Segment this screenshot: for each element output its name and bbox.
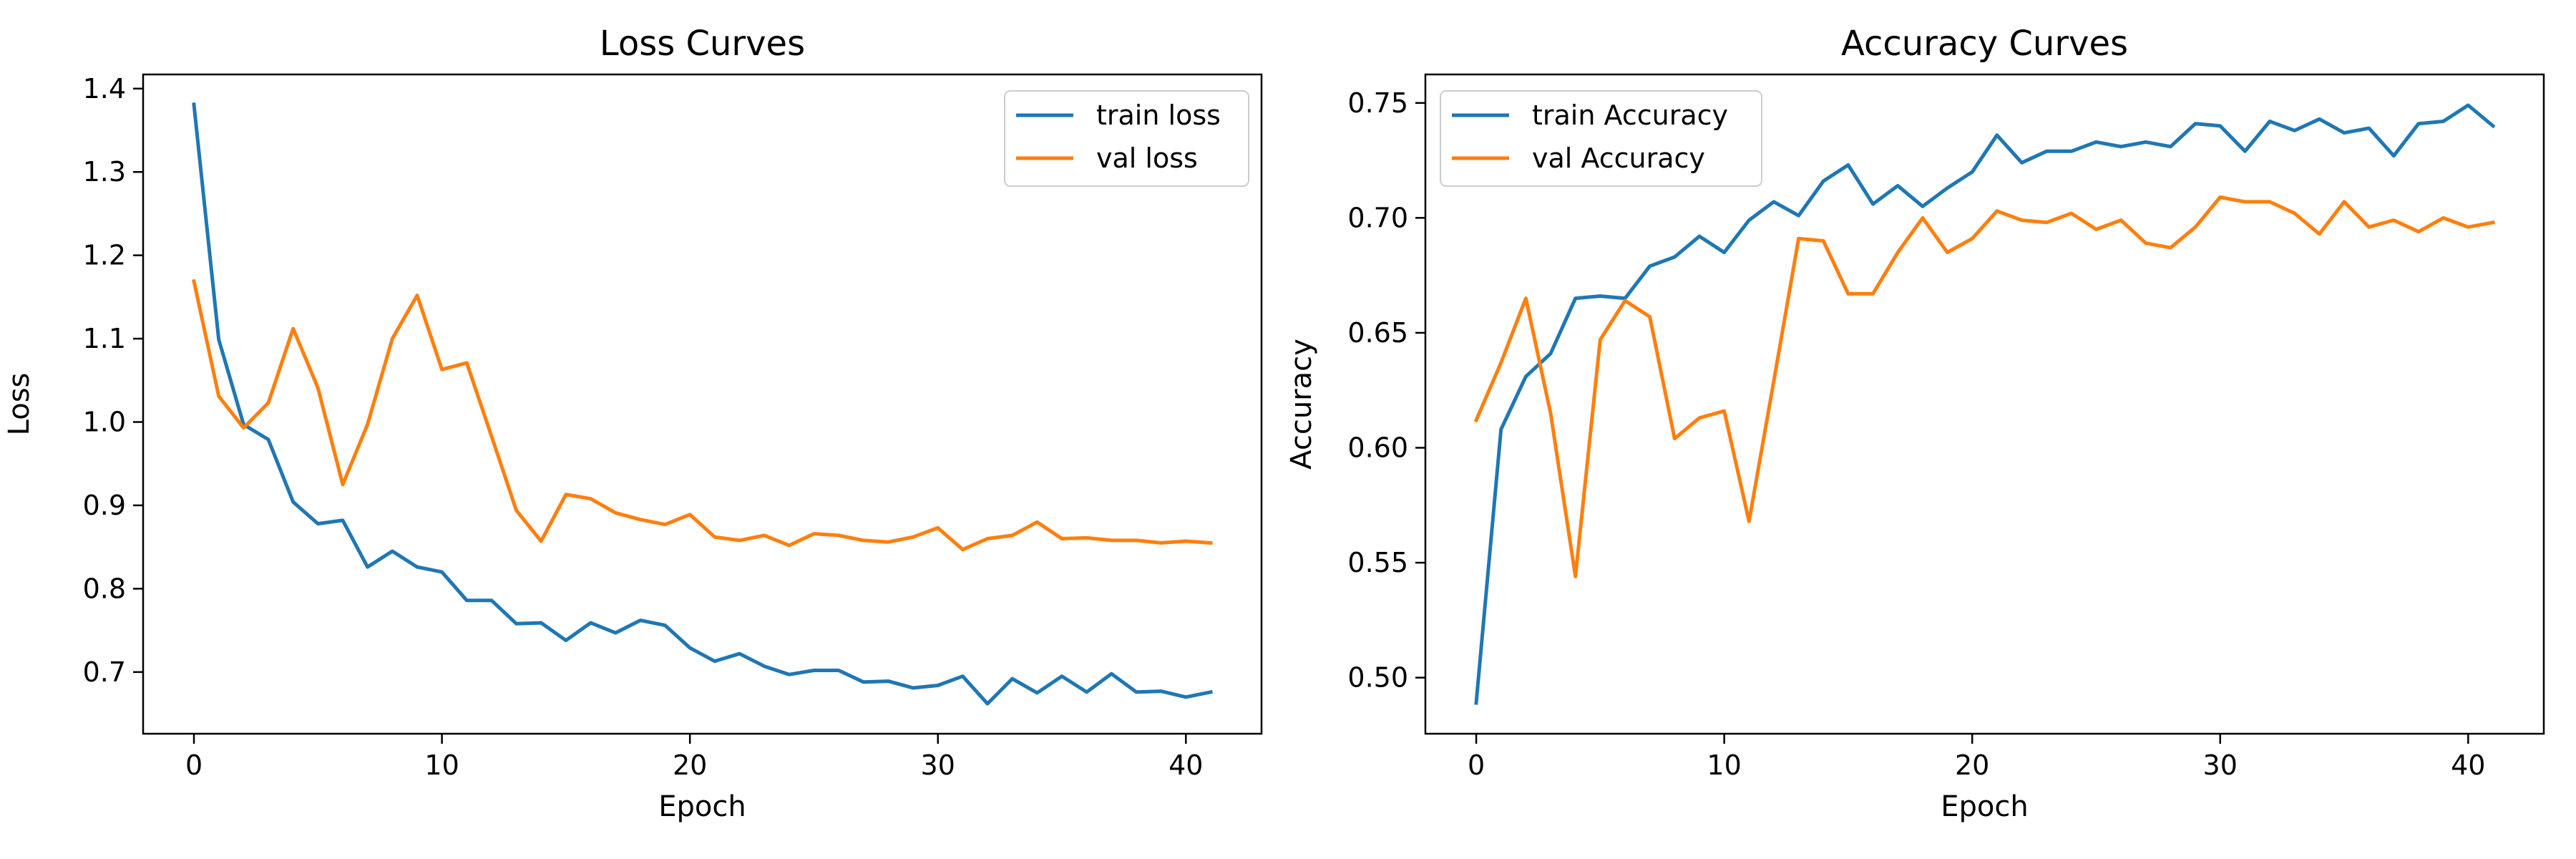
y-tick-label: 1.1: [83, 323, 126, 354]
y-tick-label: 0.55: [1347, 547, 1408, 578]
series-line-1: [192, 278, 1213, 552]
y-tick-label: 0.50: [1347, 662, 1408, 694]
y-tick-label: 0.75: [1347, 87, 1408, 119]
legend-box: [1440, 90, 1762, 187]
series-line-0: [1474, 103, 2496, 705]
x-tick-label: 40: [1169, 749, 1203, 781]
y-tick-label: 0.70: [1347, 202, 1408, 233]
series-line-1: [1473, 195, 2495, 578]
y-tick-label: 0.65: [1347, 317, 1408, 349]
series-line-0: [192, 102, 1213, 706]
x-tick-label: 40: [2451, 749, 2485, 781]
legend-label-1: val loss: [1096, 142, 1198, 174]
x-tick-label: 30: [921, 749, 955, 781]
x-axis-label: Epoch: [1941, 790, 2028, 823]
x-tick-label: 20: [1955, 749, 1989, 781]
x-tick-label: 0: [1468, 749, 1485, 781]
chart-0: Loss Curves 0 10 20 30 40 0.7 0.8 0.9 1.0 1.1 1.2 1.…: [3, 24, 1263, 823]
y-tick-label: 1.3: [83, 156, 126, 188]
chart-title: Loss Curves: [600, 24, 805, 64]
plot-frame: [142, 73, 1263, 735]
y-axis-label: Accuracy: [1285, 339, 1318, 470]
x-tick-label: 30: [2203, 749, 2238, 781]
x-tick-label: 10: [424, 749, 459, 781]
y-tick-label: 0.8: [83, 573, 126, 604]
x-tick-label: 20: [673, 749, 707, 781]
y-tick-label: 0.9: [83, 490, 126, 521]
legend-label-1: val Accuracy: [1532, 142, 1705, 174]
y-tick-label: 1.0: [83, 407, 126, 438]
y-axis-label: Loss: [3, 373, 36, 436]
y-tick-label: 1.4: [83, 73, 126, 105]
x-tick-label: 0: [185, 749, 203, 781]
y-tick-label: 1.2: [83, 240, 126, 271]
legend: train loss val loss: [1004, 90, 1249, 187]
chart-1: Accuracy Curves 0 10 20 30 40 0.50 0.55 0.60 0.65…: [1285, 24, 2545, 823]
legend-label-0: train Accuracy: [1532, 100, 1728, 131]
plot-frame: [1424, 73, 2545, 735]
x-axis-label: Epoch: [658, 790, 746, 823]
chart-title: Accuracy Curves: [1841, 24, 2128, 64]
legend-label-0: train loss: [1096, 100, 1221, 131]
legend: train Accuracy val Accuracy: [1440, 90, 1762, 187]
y-tick-label: 0.60: [1347, 432, 1408, 464]
y-tick-label: 0.7: [83, 656, 126, 688]
x-tick-label: 10: [1707, 749, 1741, 781]
